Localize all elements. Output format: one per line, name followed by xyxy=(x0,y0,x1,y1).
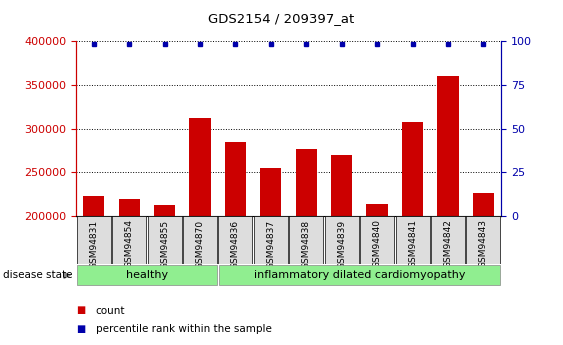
Text: count: count xyxy=(96,306,125,315)
Bar xyxy=(225,141,246,345)
FancyBboxPatch shape xyxy=(254,216,288,264)
Text: percentile rank within the sample: percentile rank within the sample xyxy=(96,325,271,334)
Bar xyxy=(402,121,423,345)
Bar xyxy=(296,149,317,345)
Text: GSM94838: GSM94838 xyxy=(302,219,311,269)
Text: GSM94836: GSM94836 xyxy=(231,219,240,269)
FancyBboxPatch shape xyxy=(183,216,217,264)
Bar xyxy=(83,196,104,345)
Text: GSM94837: GSM94837 xyxy=(266,219,275,269)
Text: GSM94839: GSM94839 xyxy=(337,219,346,269)
Bar xyxy=(367,204,388,345)
Text: healthy: healthy xyxy=(126,270,168,280)
Text: ■: ■ xyxy=(76,306,85,315)
FancyBboxPatch shape xyxy=(325,216,359,264)
Text: disease state: disease state xyxy=(3,270,72,280)
Text: ■: ■ xyxy=(76,325,85,334)
Bar xyxy=(437,76,458,345)
Bar xyxy=(189,118,211,345)
FancyBboxPatch shape xyxy=(112,216,146,264)
FancyBboxPatch shape xyxy=(148,216,181,264)
FancyBboxPatch shape xyxy=(219,265,501,285)
Bar xyxy=(331,155,352,345)
FancyBboxPatch shape xyxy=(396,216,430,264)
Text: GSM94855: GSM94855 xyxy=(160,219,169,269)
FancyBboxPatch shape xyxy=(77,216,111,264)
FancyBboxPatch shape xyxy=(218,216,252,264)
FancyBboxPatch shape xyxy=(431,216,465,264)
Text: inflammatory dilated cardiomyopathy: inflammatory dilated cardiomyopathy xyxy=(254,270,465,280)
Bar xyxy=(154,205,175,345)
Text: GSM94840: GSM94840 xyxy=(373,219,382,268)
FancyBboxPatch shape xyxy=(466,216,501,264)
Text: GSM94854: GSM94854 xyxy=(124,219,133,268)
Bar xyxy=(473,193,494,345)
Text: GSM94843: GSM94843 xyxy=(479,219,488,268)
Text: GSM94841: GSM94841 xyxy=(408,219,417,268)
FancyBboxPatch shape xyxy=(360,216,394,264)
Text: GSM94842: GSM94842 xyxy=(444,219,453,268)
Text: GSM94831: GSM94831 xyxy=(89,219,98,269)
Bar xyxy=(260,168,282,345)
Text: GDS2154 / 209397_at: GDS2154 / 209397_at xyxy=(208,12,355,25)
FancyBboxPatch shape xyxy=(77,265,217,285)
FancyBboxPatch shape xyxy=(289,216,323,264)
Bar xyxy=(119,199,140,345)
Text: GSM94870: GSM94870 xyxy=(195,219,204,269)
